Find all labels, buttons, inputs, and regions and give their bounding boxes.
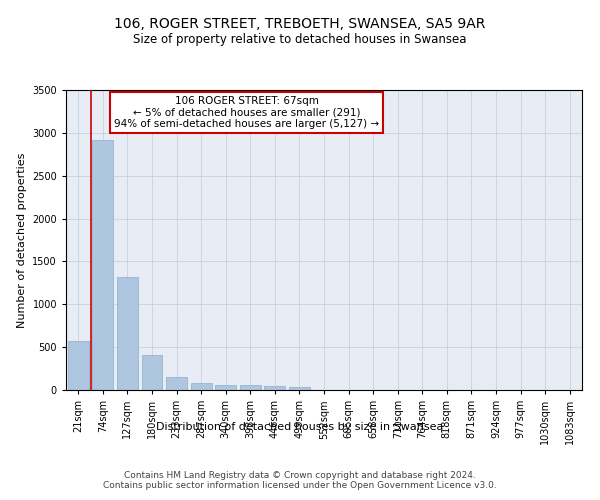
Text: 106 ROGER STREET: 67sqm
← 5% of detached houses are smaller (291)
94% of semi-de: 106 ROGER STREET: 67sqm ← 5% of detached… <box>114 96 379 129</box>
Bar <box>142 355 163 390</box>
Text: Size of property relative to detached houses in Swansea: Size of property relative to detached ho… <box>133 32 467 46</box>
Bar <box>240 386 261 390</box>
Bar <box>191 382 212 390</box>
Bar <box>117 278 138 390</box>
Bar <box>265 386 286 390</box>
Text: Distribution of detached houses by size in Swansea: Distribution of detached houses by size … <box>157 422 443 432</box>
Y-axis label: Number of detached properties: Number of detached properties <box>17 152 26 328</box>
Bar <box>215 385 236 390</box>
Bar <box>289 386 310 390</box>
Text: 106, ROGER STREET, TREBOETH, SWANSEA, SA5 9AR: 106, ROGER STREET, TREBOETH, SWANSEA, SA… <box>115 18 485 32</box>
Bar <box>92 140 113 390</box>
Bar <box>166 377 187 390</box>
Text: Contains HM Land Registry data © Crown copyright and database right 2024.
Contai: Contains HM Land Registry data © Crown c… <box>103 470 497 490</box>
Bar <box>68 340 89 390</box>
